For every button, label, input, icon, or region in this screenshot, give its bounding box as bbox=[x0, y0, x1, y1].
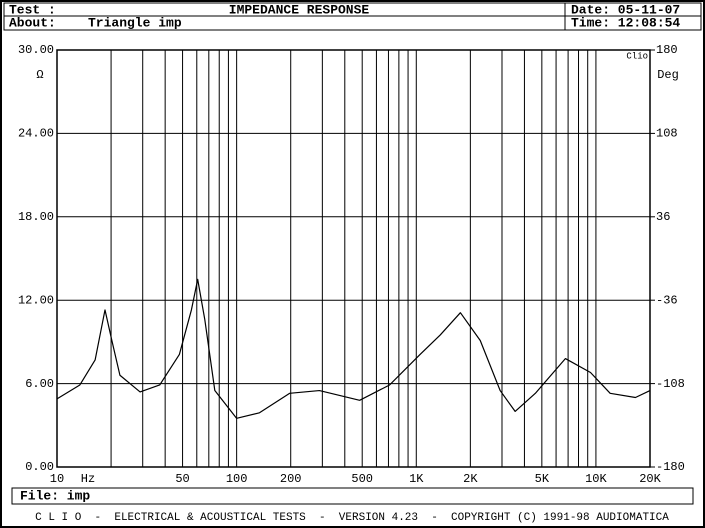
y2-tick-label: 36 bbox=[656, 210, 670, 224]
x-tick-label: 500 bbox=[351, 472, 373, 486]
x-tick-label: 5K bbox=[535, 472, 550, 486]
footer: C L I O - ELECTRICAL & ACOUSTICAL TESTS … bbox=[35, 512, 669, 524]
y-tick-label: 6.00 bbox=[25, 377, 54, 391]
y-tick-label: 24.00 bbox=[18, 127, 54, 141]
y2-tick-label: 180 bbox=[656, 43, 678, 57]
y-tick-label: 12.00 bbox=[18, 293, 54, 307]
x-tick-label: 20K bbox=[639, 472, 661, 486]
time: Time: 12:08:54 bbox=[571, 15, 680, 30]
about-label: About: bbox=[9, 15, 56, 30]
about: Triangle imp bbox=[88, 15, 182, 30]
y2-axis-label: Deg bbox=[657, 68, 679, 82]
x-tick-label: 2K bbox=[463, 472, 478, 486]
y2-tick-label: 108 bbox=[656, 127, 678, 141]
plot: 10 50 100 200 500 1K 2K 5K 10K 20K Hz 0.00 6.00 12.00… bbox=[18, 43, 685, 486]
y-axis-label: Ω bbox=[36, 68, 43, 82]
y-tick-label: 0.00 bbox=[25, 460, 54, 474]
x-tick-label: 10 bbox=[50, 472, 64, 486]
x-tick-label: 200 bbox=[280, 472, 302, 486]
y2-tick-label: -180 bbox=[656, 460, 685, 474]
y2-tick-label: -108 bbox=[656, 377, 685, 391]
chart-title: IMPEDANCE RESPONSE bbox=[229, 2, 370, 17]
impedance-curve bbox=[56, 278, 651, 419]
x-tick-label: 10K bbox=[585, 472, 607, 486]
x-unit-label: Hz bbox=[81, 472, 95, 486]
x-tick-label: 100 bbox=[226, 472, 248, 486]
file: File: imp bbox=[20, 488, 90, 503]
file-box bbox=[11, 487, 694, 505]
y2-tick-label: -36 bbox=[656, 293, 678, 307]
x-tick-label: 50 bbox=[175, 472, 189, 486]
test-label: Test : bbox=[9, 2, 56, 17]
x-tick-label: 1K bbox=[409, 472, 424, 486]
y-tick-label: 18.00 bbox=[18, 210, 54, 224]
watermark: Clio bbox=[626, 51, 648, 61]
date: Date: 05-11-07 bbox=[571, 2, 680, 17]
y-tick-label: 30.00 bbox=[18, 43, 54, 57]
